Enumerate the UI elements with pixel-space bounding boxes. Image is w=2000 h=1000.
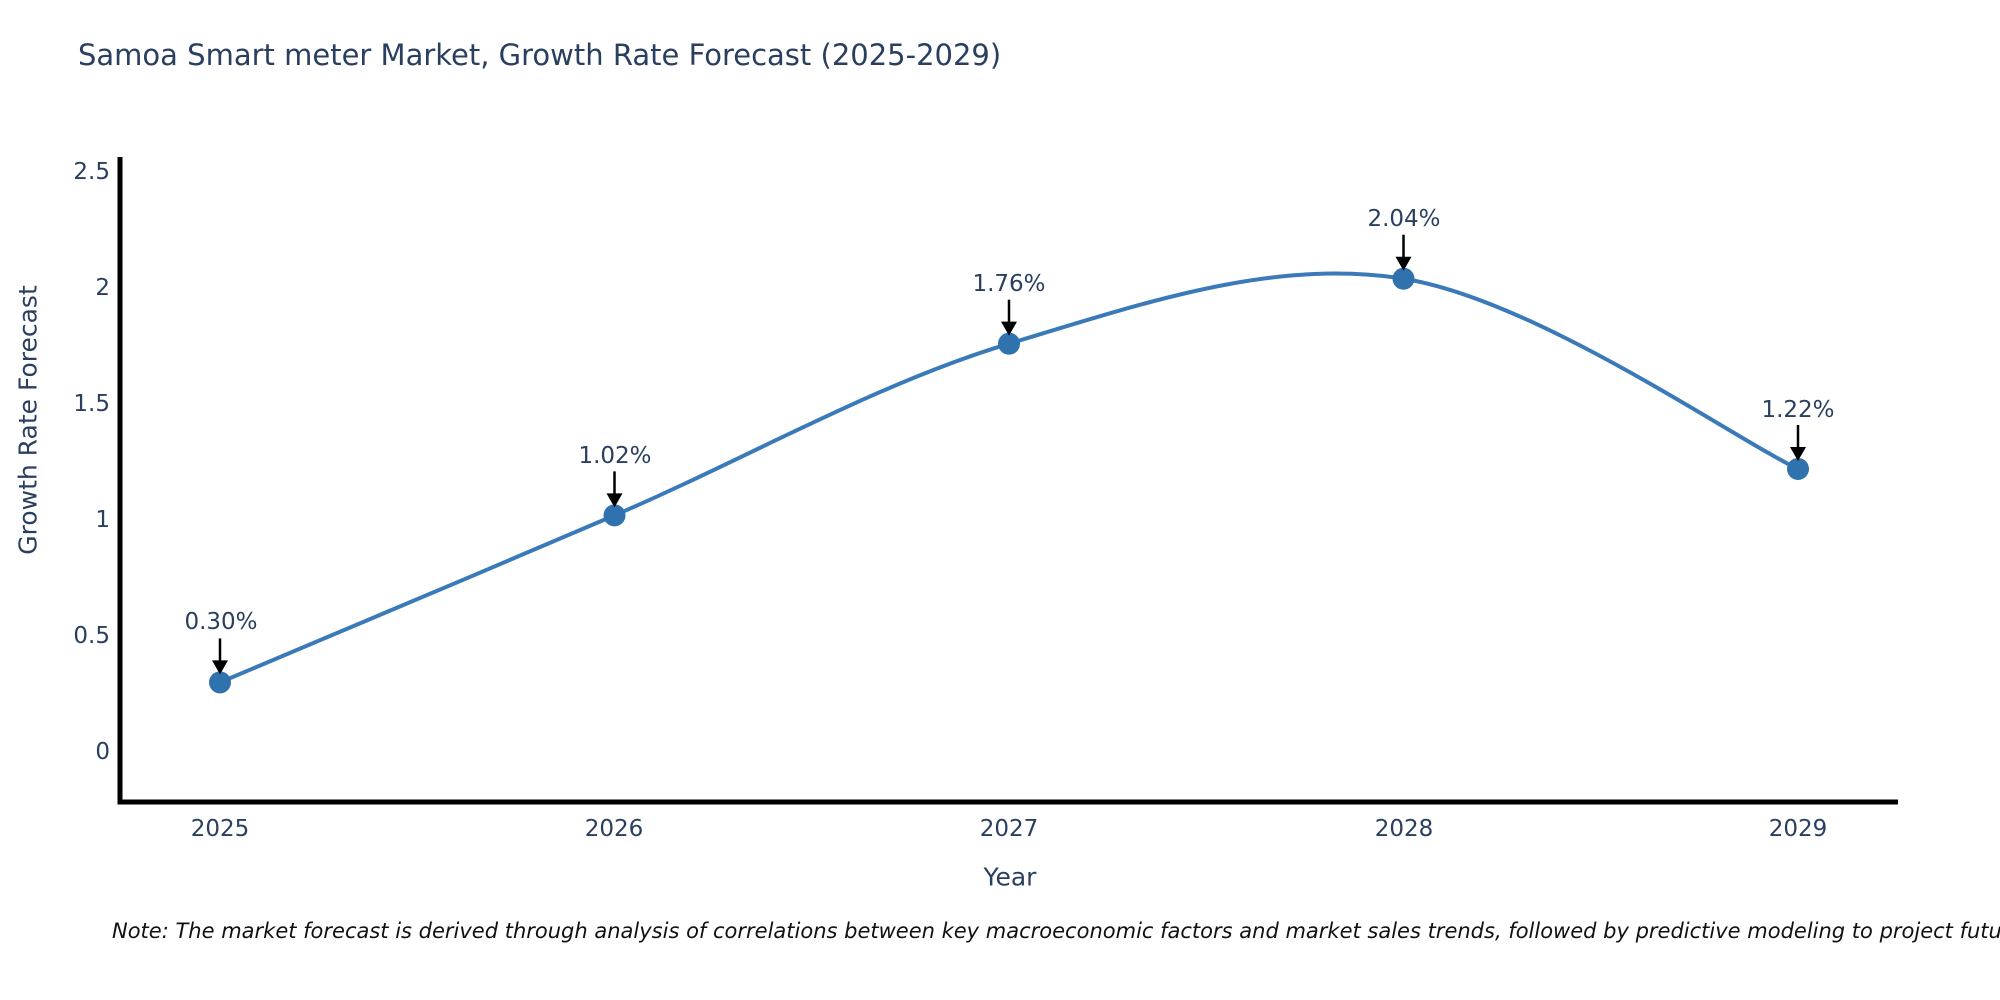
x-axis-title: Year (983, 862, 1037, 892)
data-point-label: 1.76% (972, 271, 1046, 297)
annotation-arrowhead (212, 660, 228, 675)
annotation-arrowhead (1001, 321, 1017, 336)
data-point-label: 1.02% (578, 443, 652, 469)
chart-title: Samoa Smart meter Market, Growth Rate Fo… (78, 38, 1002, 72)
x-tick-label: 2029 (1768, 816, 1828, 842)
x-tick-label: 2027 (979, 816, 1039, 842)
x-tick-label: 2026 (584, 816, 644, 842)
data-point-label: 2.04% (1367, 206, 1441, 232)
data-point-marker (603, 504, 626, 527)
data-point-label: 0.30% (184, 609, 258, 635)
data-point-label: 1.22% (1761, 397, 1835, 423)
y-tick-label: 1 (95, 507, 110, 533)
footnote: Note: The market forecast is derived thr… (112, 919, 2000, 943)
y-tick-label: 2.5 (73, 159, 110, 185)
annotation-arrowhead (1395, 256, 1412, 271)
data-point-marker (1787, 457, 1809, 480)
x-tick-label: 2028 (1374, 816, 1434, 842)
y-tick-label: 0 (95, 739, 110, 765)
y-tick-label: 0.5 (73, 623, 110, 649)
y-tick-label: 2 (95, 275, 110, 301)
annotation-arrowhead (1790, 446, 1806, 461)
data-point-marker (209, 671, 231, 694)
x-tick-label: 2025 (190, 816, 250, 842)
data-point-marker (1392, 267, 1415, 290)
y-tick-label: 1.5 (73, 391, 110, 417)
annotation-arrowhead (606, 493, 623, 508)
data-point-marker (998, 332, 1020, 355)
